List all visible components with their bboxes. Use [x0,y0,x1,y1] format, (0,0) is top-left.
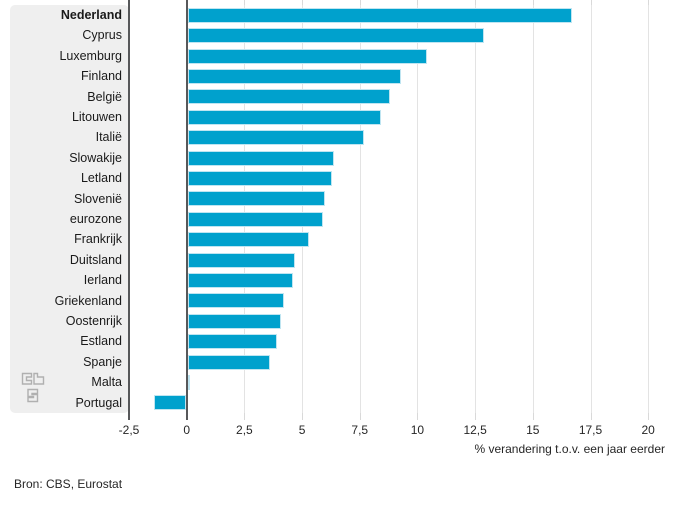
category-label-ierland: Ierland [83,273,122,288]
category-label-malta: Malta [91,375,122,390]
bar-malta [187,374,190,390]
axis-tick [128,0,130,5]
bar-luxemburg [187,48,427,64]
category-label-sloveni-: Slovenië [74,191,122,206]
gridline [475,5,477,413]
axis-tick [128,413,130,420]
bar-nederland [187,7,573,23]
bar-eurozone [187,211,323,227]
category-label-portugal: Portugal [75,395,122,410]
category-label-belgi-: België [87,89,122,104]
gridline [648,5,650,413]
category-label-frankrijk: Frankrijk [74,232,122,247]
category-label-itali-: Italië [95,130,122,145]
gridline [532,5,534,413]
bar-duitsland [187,252,296,268]
axis-tick [417,0,419,5]
axis-tick [185,413,188,420]
bar-slowakije [187,150,335,166]
category-label-nederland: Nederland [60,8,122,22]
bar-griekenland [187,293,284,309]
source-note: Bron: CBS, Eurostat [14,477,123,491]
category-label-estland: Estland [80,334,122,349]
category-label-finland: Finland [81,69,122,84]
bar-letland [187,170,333,186]
axis-line [128,5,130,413]
gridline [359,5,361,413]
axis-tick [417,413,419,420]
axis-tick [590,413,592,420]
x-tick-label: 20 [641,423,655,437]
x-tick-label: 0 [183,423,191,437]
axis-tick [532,413,534,420]
bar-itali- [187,130,365,146]
category-label-eurozone: eurozone [69,212,122,226]
bar-estland [187,334,277,350]
bar-cyprus [187,28,485,44]
category-label-slowakije: Slowakije [69,150,122,165]
axis-tick [302,413,304,420]
category-label-duitsland: Duitsland [69,252,122,267]
axis-tick [244,413,246,420]
category-label-luxemburg: Luxemburg [59,48,122,63]
gridline [590,5,592,413]
category-label-oostenrijk: Oostenrijk [65,314,122,328]
gridline [417,5,419,413]
category-label-cyprus: Cyprus [82,28,122,43]
bar-frankrijk [187,232,309,248]
x-tick-label: 12,5 [463,423,487,437]
category-label-spanje: Spanje [83,354,122,369]
x-tick-label: 15 [526,423,540,437]
axis-tick [359,413,361,420]
bar-sloveni- [187,191,326,207]
axis-tick [590,0,592,5]
category-label-letland: Letland [80,171,122,186]
x-tick-label: 2,5 [236,423,253,437]
axis-tick [648,413,650,420]
category-label-griekenland: Griekenland [54,293,122,308]
axis-line [185,5,188,413]
x-tick-label: 5 [298,423,306,437]
gridline [302,5,304,413]
bar-oostenrijk [187,313,282,329]
axis-tick [244,0,246,5]
bar-finland [187,68,402,84]
axis-tick [475,0,477,5]
bar-portugal [154,395,186,411]
x-axis-title: % verandering t.o.v. een jaar eerder [474,442,665,456]
cbs-logo [21,372,45,403]
axis-tick [359,0,361,5]
category-label-litouwen: Litouwen [71,110,122,124]
bar-litouwen [187,109,381,125]
plot-area [128,0,659,420]
bar-ierland [187,272,293,288]
axis-tick [475,413,477,420]
axis-tick [532,0,534,5]
axis-tick [185,0,188,5]
bar-belgi- [187,89,390,105]
x-tick-label: 10 [410,423,425,437]
gridline [244,5,246,413]
x-tick-label: 17,5 [578,423,603,437]
axis-tick [302,0,304,5]
x-tick-label: 7,5 [351,423,369,437]
axis-tick [648,0,650,5]
x-tick-label: -2,5 [118,423,140,437]
bar-spanje [187,354,270,370]
category-label-panel: Nederland Cyprus Luxemburg Finland België Lit… [10,5,129,413]
